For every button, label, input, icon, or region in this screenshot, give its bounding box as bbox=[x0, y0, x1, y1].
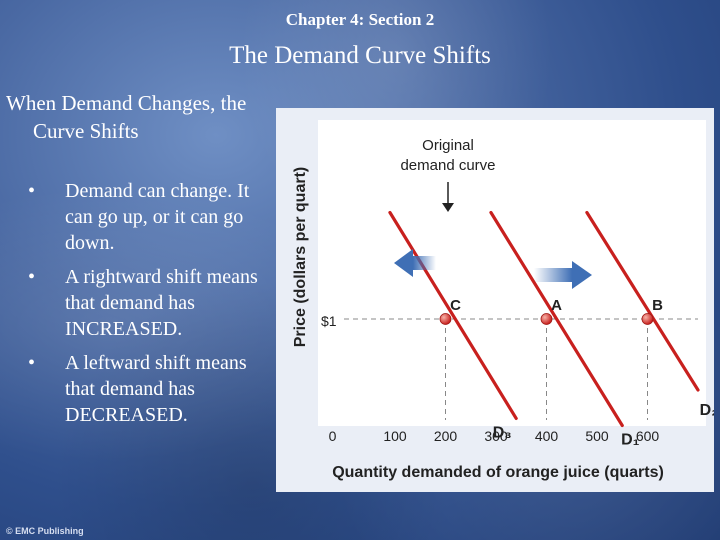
shift-left-arrow-head bbox=[394, 249, 413, 277]
point-b bbox=[641, 313, 654, 325]
bullet-text: A leftward shift means that demand has D… bbox=[65, 352, 247, 426]
point-a bbox=[540, 313, 553, 325]
bullet-text: Demand can change. It can go up, or it c… bbox=[65, 180, 250, 254]
publisher-footer: © EMC Publishing bbox=[6, 526, 84, 536]
curve-label-d2: D₂ bbox=[700, 402, 714, 419]
x-tick-label: 600 bbox=[636, 428, 660, 444]
curve-label-d3: D₃ bbox=[493, 424, 512, 441]
annotation-line: demand curve bbox=[400, 157, 495, 174]
bullet-list: • Demand can change. It can go up, or it… bbox=[28, 178, 273, 436]
shift-right-arrow-head bbox=[572, 261, 592, 289]
shift-left-arrow-body bbox=[413, 256, 436, 270]
x-tick-label: 500 bbox=[585, 428, 609, 444]
bullet-item: • A leftward shift means that demand has… bbox=[28, 350, 273, 428]
x-tick-label: 100 bbox=[383, 428, 407, 444]
bullet-text: A rightward shift means that demand has … bbox=[65, 266, 258, 340]
demand-chart-panel: 0 100 200 300 400 500 600 C A B D₃ D₁ D₂ Original dema… bbox=[276, 108, 714, 492]
slide-title: The Demand Curve Shifts bbox=[229, 42, 491, 69]
demand-curve-d3 bbox=[388, 210, 518, 420]
point-label-a: A bbox=[551, 297, 562, 314]
x-tick-label: 400 bbox=[535, 428, 559, 444]
point-label-b: B bbox=[652, 297, 663, 314]
bullet-item: • A rightward shift means that demand ha… bbox=[28, 264, 273, 342]
point-c bbox=[439, 313, 452, 325]
annotation-line: Original bbox=[422, 137, 474, 154]
plot-area bbox=[318, 120, 706, 426]
annotation-arrowhead bbox=[442, 203, 454, 212]
slide-heading: When Demand Changes, the Curve Shifts bbox=[6, 91, 247, 143]
x-tick-label: 300 bbox=[484, 428, 508, 444]
point-label-c: C bbox=[450, 297, 461, 314]
y-axis-label: Price (dollars per quart) bbox=[292, 167, 309, 348]
curve-label-d1: D₁ bbox=[621, 432, 640, 449]
x-axis-label: Quantity demanded of orange juice (quart… bbox=[332, 464, 664, 481]
shift-right-arrow-body bbox=[534, 268, 572, 282]
bullet-dot: • bbox=[28, 352, 36, 374]
demand-curve-d1 bbox=[489, 210, 624, 428]
bullet-item: • Demand can change. It can go up, or it… bbox=[28, 178, 273, 256]
y-tick-label: $1 bbox=[321, 313, 337, 329]
demand-curve-d2 bbox=[585, 210, 700, 392]
x-tick-label: 0 bbox=[329, 428, 337, 444]
chapter-label: Chapter 4: Section 2 bbox=[285, 10, 435, 29]
bullet-dot: • bbox=[28, 180, 36, 202]
x-tick-label: 200 bbox=[434, 428, 458, 444]
bullet-dot: • bbox=[28, 266, 36, 288]
demand-curve-chart: 0 100 200 300 400 500 600 C A B D₃ D₁ D₂ Original dema… bbox=[292, 120, 714, 481]
